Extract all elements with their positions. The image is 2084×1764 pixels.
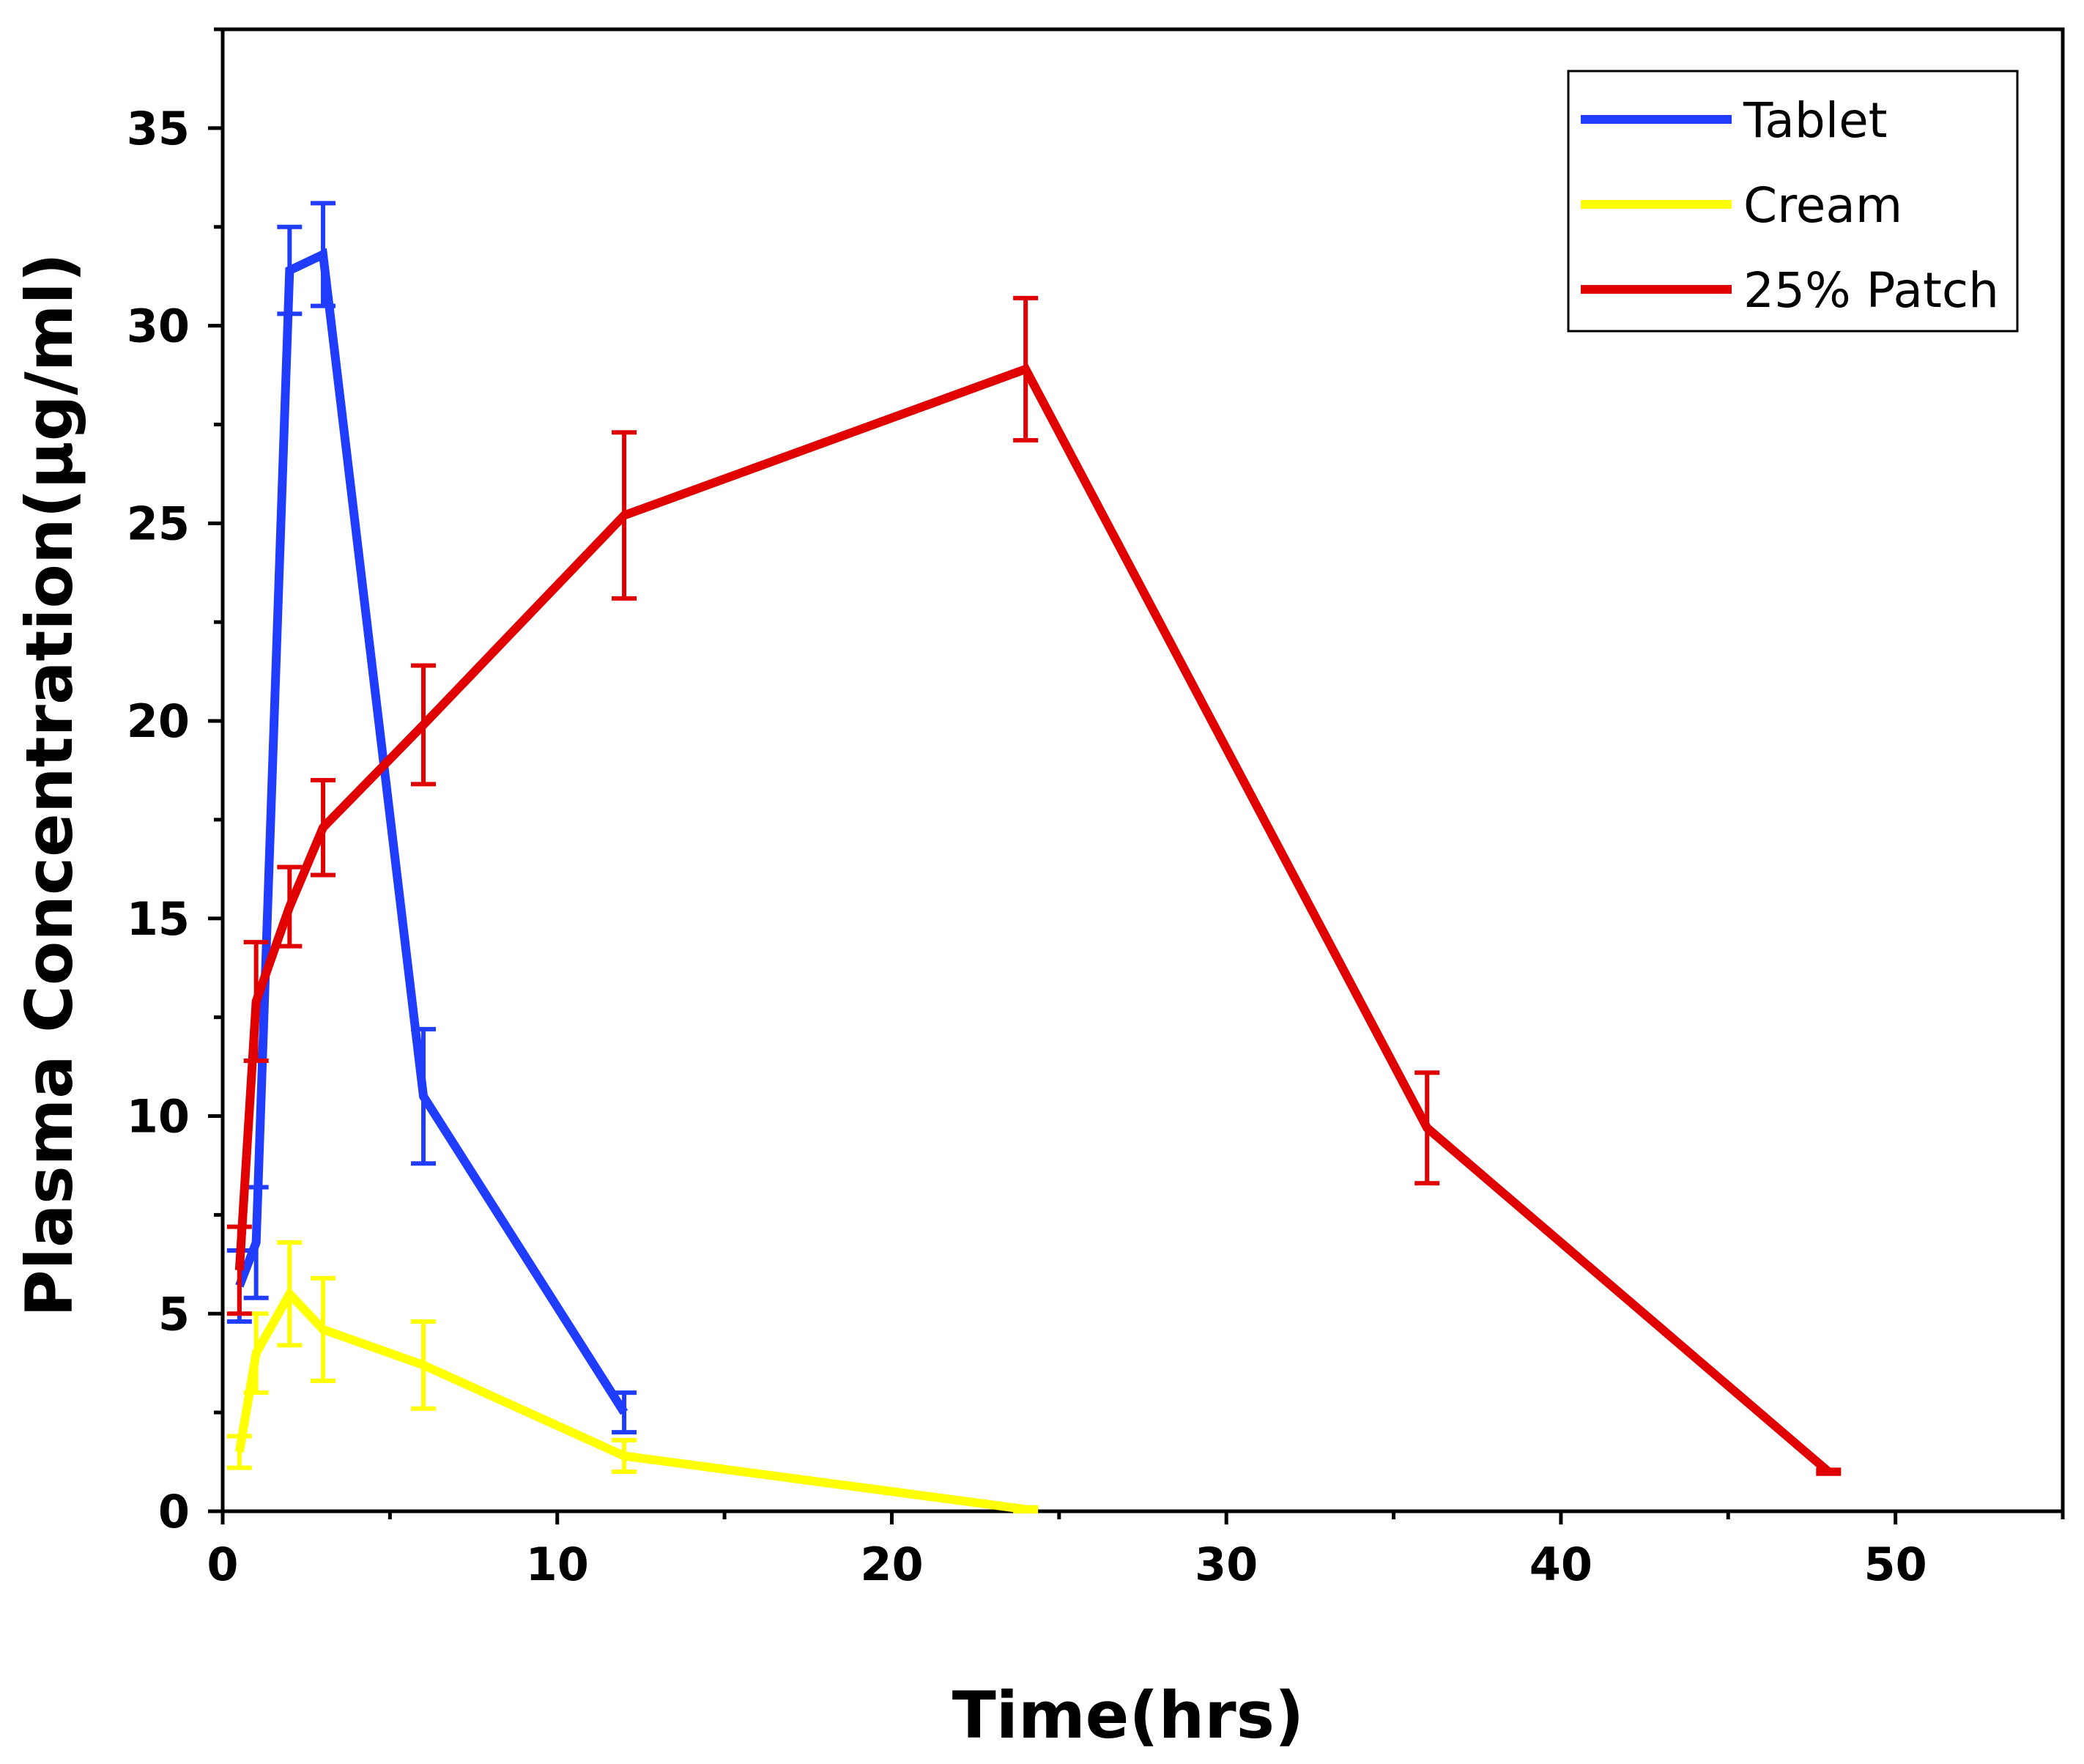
legend-label: 25% Patch (1743, 262, 1999, 319)
plot-frame (220, 27, 2065, 1513)
series-line (234, 1286, 1026, 1514)
legend-label: Cream (1743, 177, 1902, 234)
x-tick-label: 50 (1864, 1538, 1927, 1591)
y-tick-label: 30 (127, 300, 190, 353)
x-tick-label: 30 (1195, 1538, 1258, 1591)
y-tick-label: 35 (127, 102, 190, 155)
y-tick-label: 0 (158, 1485, 190, 1538)
series-25-patch (226, 295, 1842, 1476)
y-tick-label: 20 (127, 694, 190, 748)
x-tick-label: 10 (526, 1538, 589, 1591)
y-tick-label: 5 (158, 1287, 190, 1341)
x-tick-label: 40 (1529, 1538, 1592, 1591)
series-line (234, 363, 1832, 1475)
legend-label: Tablet (1743, 92, 1888, 149)
y-tick-label: 25 (127, 497, 190, 550)
y-tick-label: 15 (127, 892, 190, 946)
series-cream (226, 1240, 1039, 1514)
x-axis-title: Time(hrs) (952, 1678, 1304, 1753)
x-tick-label: 0 (207, 1538, 238, 1591)
y-tick-label: 10 (127, 1090, 190, 1144)
y-axis-title: Plasma Concentration(µg/ml) (12, 253, 87, 1317)
x-tick-label: 20 (860, 1538, 923, 1591)
series-line (235, 248, 628, 1415)
